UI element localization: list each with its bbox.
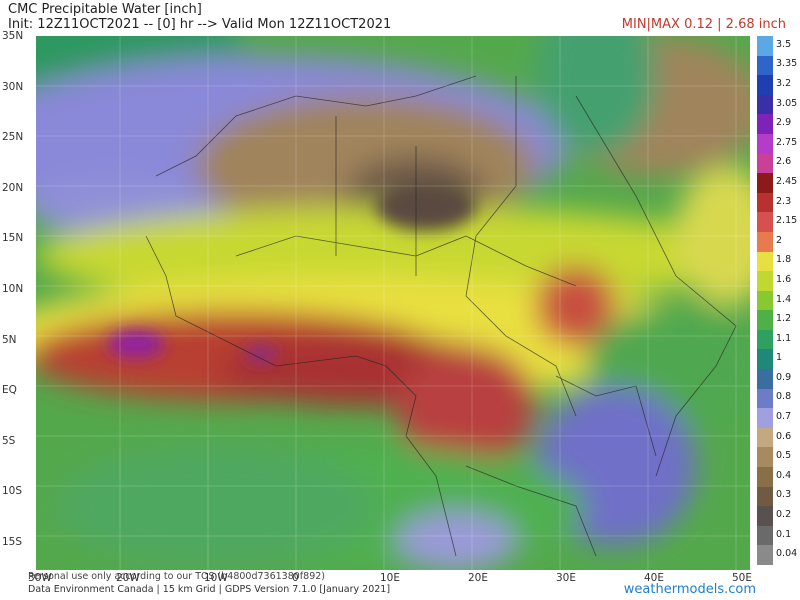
legend-swatch xyxy=(757,153,773,174)
legend-swatch xyxy=(757,388,773,409)
latitude-label: 30N xyxy=(2,80,24,93)
legend-swatch xyxy=(757,114,773,135)
longitude-label: 10E xyxy=(380,572,400,584)
legend-label: 0.8 xyxy=(776,391,792,403)
pw-field xyxy=(36,36,750,570)
run-info: Init: 12Z11OCT2021 -- [0] hr --> Valid M… xyxy=(8,17,392,32)
longitude-label: 20E xyxy=(468,572,488,584)
legend-label: 2.3 xyxy=(776,195,792,207)
legend-swatch xyxy=(757,486,773,507)
grid-lines xyxy=(36,36,750,570)
precipitable-water-map xyxy=(36,36,750,570)
legend-label: 2.45 xyxy=(776,175,798,187)
legend-swatch xyxy=(757,231,773,252)
legend-swatch xyxy=(757,173,773,194)
map-title: CMC Precipitable Water [inch] xyxy=(8,2,202,17)
latitude-label: 25N xyxy=(2,131,24,144)
legend-label: 1.6 xyxy=(776,273,792,285)
legend-label: 2 xyxy=(776,234,783,246)
legend-swatch xyxy=(757,212,773,233)
min-max-readout: MIN|MAX 0.12 | 2.68 inch xyxy=(621,17,786,32)
legend-swatch xyxy=(757,506,773,527)
longitude-label: 40E xyxy=(644,572,664,584)
latitude-label: 35N xyxy=(2,30,24,42)
legend-swatch xyxy=(757,447,773,468)
legend-label: 0.1 xyxy=(776,528,792,540)
color-legend xyxy=(757,36,773,566)
legend-swatch xyxy=(757,408,773,429)
legend-label: 2.15 xyxy=(776,215,798,227)
legend-swatch xyxy=(757,36,773,57)
legend-label: 1.1 xyxy=(776,332,792,344)
legend-label: 0.3 xyxy=(776,489,792,501)
longitude-label: 10W xyxy=(204,572,228,584)
legend-label: 1.4 xyxy=(776,293,792,305)
legend-swatch xyxy=(757,349,773,370)
legend-label: 1.8 xyxy=(776,254,792,266)
latitude-label: 10S xyxy=(2,485,23,498)
legend-swatch xyxy=(757,192,773,213)
legend-swatch xyxy=(757,55,773,76)
legend-swatch xyxy=(757,369,773,390)
latitude-label: 10N xyxy=(2,283,24,295)
latitude-label: 5N xyxy=(2,333,17,346)
legend-label: 3.5 xyxy=(776,38,792,50)
legend-swatch xyxy=(757,525,773,546)
latitude-label: EQ xyxy=(2,384,17,397)
legend-swatch xyxy=(757,310,773,331)
legend-label: 3.2 xyxy=(776,77,792,89)
legend-label: 2.75 xyxy=(776,136,798,148)
legend-label: 0.9 xyxy=(776,371,792,383)
legend-swatch xyxy=(757,329,773,350)
legend-swatch xyxy=(757,427,773,448)
latitude-label: 20N xyxy=(2,181,24,194)
legend-swatch xyxy=(757,133,773,155)
legend-label: 1.2 xyxy=(776,313,792,325)
legend-label: 3.35 xyxy=(776,58,798,70)
legend-swatch xyxy=(757,75,773,96)
longitude-label: 30W xyxy=(28,572,52,584)
legend-label: 1 xyxy=(776,352,783,364)
legend-swatch xyxy=(757,94,773,115)
longitude-label: 20W xyxy=(116,572,140,584)
legend-label: 0.2 xyxy=(776,509,792,521)
legend-label: 0.04 xyxy=(776,548,798,560)
pw-maxima xyxy=(108,181,476,362)
legend-swatch xyxy=(757,545,773,566)
legend-swatch xyxy=(757,467,773,488)
latitude-label: 15N xyxy=(2,232,24,245)
longitude-label: 50E xyxy=(732,572,752,584)
data-credits: Data Environment Canada | 15 km Grid | G… xyxy=(28,584,391,595)
latitude-label: 15S xyxy=(2,536,23,548)
legend-label: 2.9 xyxy=(776,117,792,129)
legend-label: 2.6 xyxy=(776,156,792,168)
brand-link[interactable]: weathermodels.com xyxy=(623,582,756,597)
legend-label: 0.4 xyxy=(776,469,792,481)
usage-disclaimer: Personal use only according to our TOS (… xyxy=(28,571,325,582)
legend-label: 3.05 xyxy=(776,97,798,109)
latitude-label: 5S xyxy=(2,434,16,447)
legend-swatch xyxy=(757,251,773,272)
longitude-label: 0 xyxy=(292,572,299,584)
legend-swatch xyxy=(757,271,773,292)
legend-swatch xyxy=(757,290,773,311)
legend-label: 0.7 xyxy=(776,411,792,423)
legend-label: 0.5 xyxy=(776,450,792,462)
legend-label: 0.6 xyxy=(776,430,792,442)
longitude-label: 30E xyxy=(556,572,576,584)
country-borders xyxy=(145,75,737,557)
